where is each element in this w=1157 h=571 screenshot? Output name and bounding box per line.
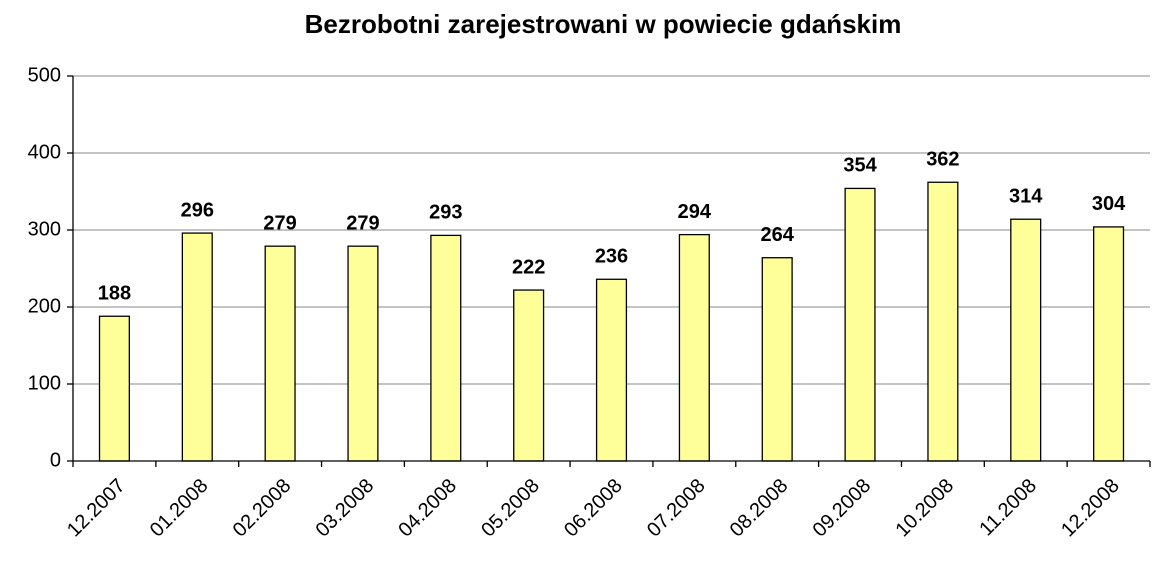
x-tick-label: 12.2008 (1057, 475, 1124, 542)
x-tick-label: 04.2008 (394, 475, 461, 542)
value-label: 279 (263, 212, 296, 234)
y-tick-label: 500 (28, 64, 61, 86)
value-label: 222 (512, 256, 545, 278)
x-tick-label: 10.2008 (891, 475, 958, 542)
value-label: 236 (595, 246, 628, 268)
bar (347, 245, 379, 462)
bar (181, 232, 213, 462)
x-tick-label: 03.2008 (312, 475, 379, 542)
chart-title: Bezrobotni zarejestrowani w powiecie gda… (305, 9, 902, 39)
y-tick-label: 100 (28, 372, 61, 394)
x-tick-label: 02.2008 (229, 475, 296, 542)
value-label: 279 (346, 212, 379, 234)
bar (678, 233, 710, 462)
y-tick-label: 300 (28, 218, 61, 240)
value-label: 296 (181, 199, 214, 221)
value-label: 304 (1092, 193, 1126, 215)
x-tick-label: 11.2008 (975, 475, 1041, 541)
value-label: 294 (678, 201, 712, 223)
y-tick-label: 0 (50, 449, 61, 471)
x-tick-label: 09.2008 (809, 475, 876, 542)
x-tick-label: 05.2008 (477, 475, 544, 542)
bar (98, 315, 130, 462)
value-label: 293 (429, 202, 462, 224)
bar (1010, 218, 1042, 462)
bar (844, 187, 876, 462)
value-label: 188 (98, 283, 131, 305)
x-tick-label: 07.2008 (643, 475, 710, 542)
x-tick-label: 06.2008 (560, 475, 627, 542)
bar (927, 181, 959, 462)
value-label: 362 (926, 149, 959, 171)
bar (1093, 226, 1125, 462)
x-tick-label: 12.2007 (63, 475, 130, 542)
bar (595, 278, 628, 462)
value-label: 354 (843, 155, 877, 177)
bar (430, 234, 462, 462)
y-tick-label: 400 (28, 141, 61, 163)
bar (761, 257, 793, 462)
value-label: 264 (761, 224, 795, 246)
x-tick-label: 08.2008 (726, 475, 793, 542)
value-label: 314 (1009, 186, 1043, 208)
bar (264, 245, 296, 462)
x-tick-label: 01.2008 (146, 475, 213, 542)
y-tick-label: 200 (28, 295, 61, 317)
bar (513, 289, 545, 462)
